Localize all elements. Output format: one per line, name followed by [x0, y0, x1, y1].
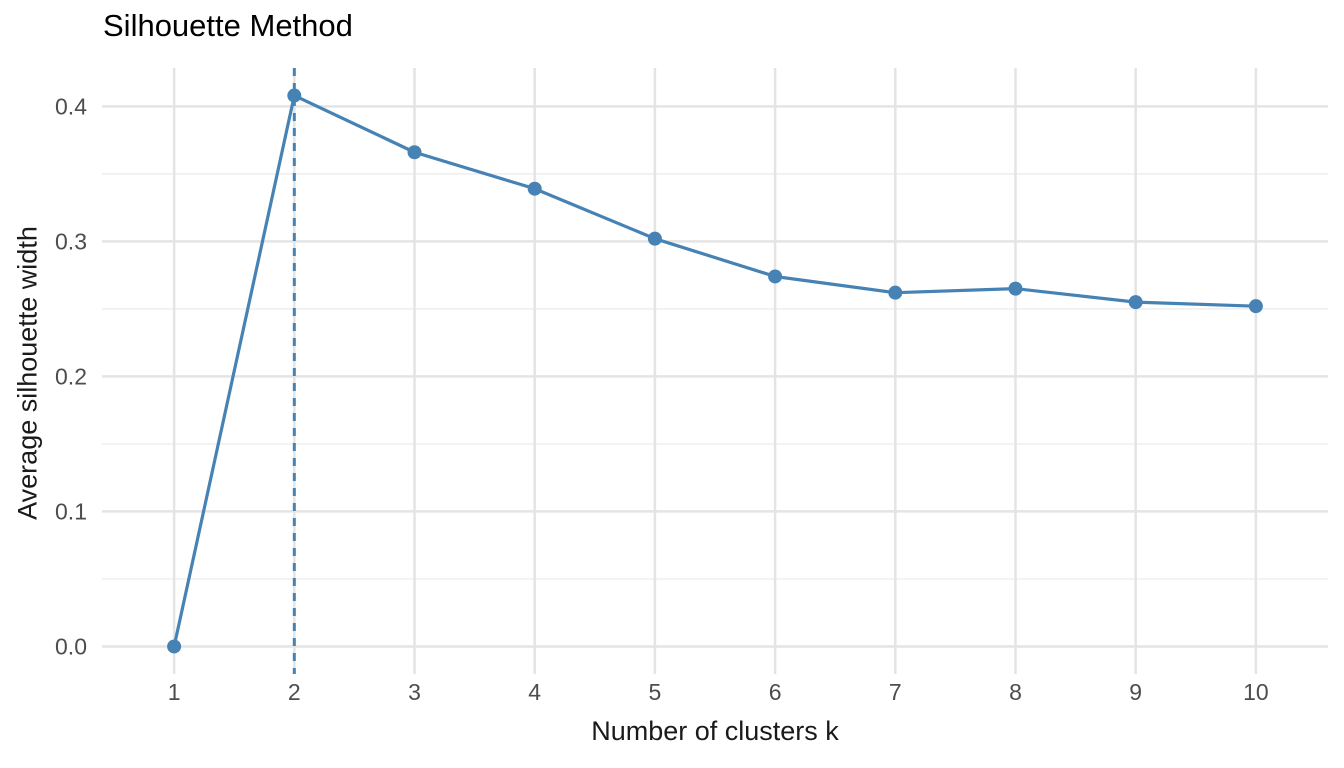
- y-tick-label: 0.3: [55, 228, 87, 254]
- x-tick-label: 4: [528, 679, 541, 705]
- x-tick-label: 5: [649, 679, 662, 705]
- data-point: [1128, 295, 1143, 310]
- x-tick-label: 1: [168, 679, 181, 705]
- data-point: [1008, 281, 1023, 296]
- data-point: [407, 145, 422, 160]
- data-point: [647, 231, 662, 246]
- y-tick-label: 0.1: [55, 498, 87, 524]
- data-point: [287, 88, 302, 103]
- y-tick-label: 0.0: [55, 633, 87, 659]
- data-point: [1248, 299, 1263, 314]
- data-point: [527, 181, 542, 196]
- x-tick-label: 10: [1243, 679, 1269, 705]
- x-tick-label: 9: [1129, 679, 1142, 705]
- x-tick-label: 6: [769, 679, 782, 705]
- data-point: [888, 285, 903, 300]
- x-tick-label: 7: [889, 679, 902, 705]
- x-tick-label: 3: [408, 679, 421, 705]
- silhouette-line: [172, 93, 1258, 649]
- plot-title: Silhouette Method: [103, 8, 353, 43]
- x-tick-label: 2: [288, 679, 301, 705]
- data-point: [768, 269, 783, 284]
- y-tick-label: 0.2: [55, 363, 87, 389]
- y-tick-label: 0.4: [55, 93, 87, 119]
- x-axis-title: Number of clusters k: [591, 716, 839, 746]
- data-point: [167, 639, 182, 654]
- x-tick-label: 8: [1009, 679, 1022, 705]
